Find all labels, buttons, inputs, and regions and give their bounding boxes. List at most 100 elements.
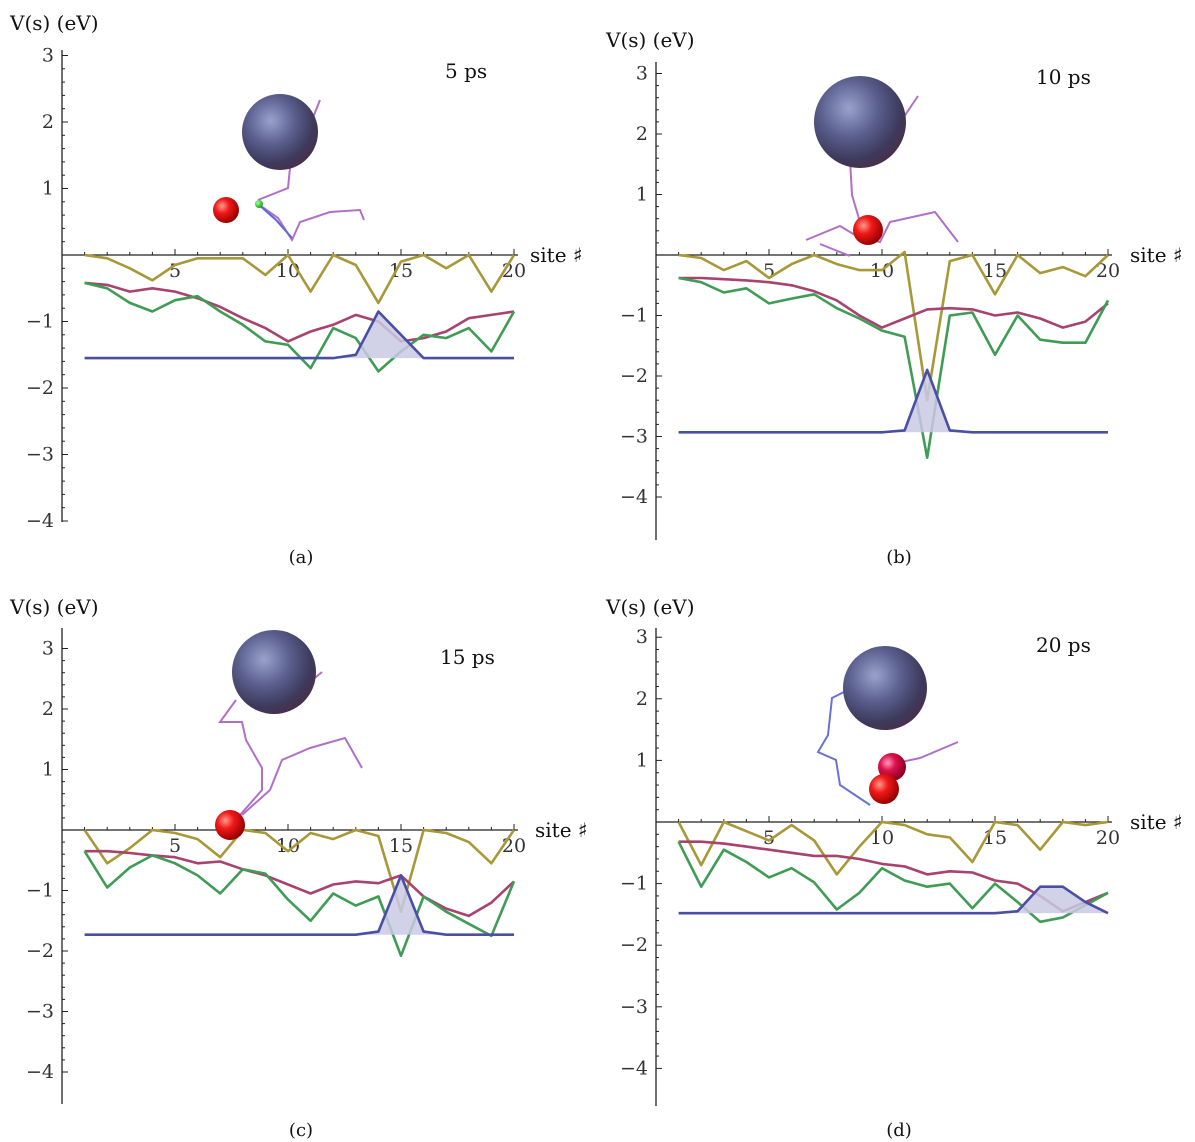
panel-b: 321−1−2−3−45 10 15 20 V(s) (eV)site ♯10 ps(… [605, 28, 1183, 568]
x-tick-label: 20 [1096, 827, 1120, 849]
y-tick-label: 2 [636, 123, 648, 145]
plot-area: 321−1−2−3−45 10 15 20 [26, 628, 526, 1104]
y-tick-label: −4 [620, 486, 648, 508]
time-label: 10 ps [1036, 65, 1091, 89]
panel-c: 3 2 1 −1 −2 −3 −4 5 10 15 20 V(s) (eV) site ♯ 15 ps (… [9, 595, 588, 1141]
density-fill [84, 875, 514, 935]
y-tick-label: −3 [26, 1001, 54, 1023]
x-tick-label: 15 [389, 835, 413, 857]
x-axis-label: site ♯ [1130, 810, 1183, 834]
series-line-2 [84, 281, 515, 343]
panel-d: 321−1−2−3−45 10 15 20 V(s) (eV)site ♯20 ps(… [605, 595, 1183, 1141]
series-line-3 [83, 850, 516, 958]
chain-strand [849, 159, 861, 223]
y-tick-label: −1 [620, 873, 648, 895]
x-tick-label: 20 [502, 835, 526, 857]
y-tick-label: 2 [42, 698, 54, 720]
time-label: 15 ps [440, 645, 495, 669]
y-tick-label: −3 [620, 996, 648, 1018]
molecule-illustration-a [213, 94, 365, 243]
y-tick-label: −2 [26, 940, 54, 962]
y-tick-label: 2 [636, 688, 648, 710]
y-tick-label: 3 [636, 626, 648, 648]
y-tick-label: 1 [42, 759, 54, 781]
y-tick-label: −4 [26, 1061, 54, 1083]
y-tick-label: −2 [620, 934, 648, 956]
y-tick-label: 1 [42, 178, 54, 200]
panel-caption: (b) [886, 547, 912, 568]
y-tick-label: 1 [636, 749, 648, 771]
molecule-illustration-c [215, 630, 363, 840]
series-line-1 [677, 820, 1109, 876]
y-axis-label: V(s) (eV) [9, 595, 99, 619]
molecule-illustration-b [805, 76, 959, 257]
series-line-2 [84, 849, 515, 918]
atom-icon [215, 810, 245, 840]
chain-strand [257, 203, 365, 243]
y-tick-label: −2 [620, 365, 648, 387]
y-tick-label: 2 [42, 111, 54, 133]
series-line-1 [84, 253, 516, 305]
atom-icon [878, 753, 906, 781]
chain-strand [257, 203, 293, 239]
chain-strand [819, 243, 851, 257]
atom-icon [853, 215, 883, 245]
y-tick-label: 3 [636, 63, 648, 85]
y-tick-label: 3 [42, 638, 54, 660]
x-axis-label: site ♯ [535, 818, 588, 842]
density-fill [84, 311, 514, 359]
series-line-4 [84, 310, 514, 360]
molecule-illustration-d [816, 646, 959, 806]
chain-strand [218, 699, 263, 816]
fullerene-icon [232, 630, 316, 714]
y-tick-label: 3 [42, 45, 54, 67]
plot-area: 321−1−2−3−45 10 15 20 [620, 62, 1120, 540]
series-line-3 [84, 281, 516, 373]
y-tick-label: −1 [26, 311, 54, 333]
series-line-3 [678, 276, 1110, 460]
density-fill [678, 369, 1108, 433]
plot-area: 321−1−2−3−45 10 15 20 [620, 626, 1120, 1106]
panel-caption: (a) [289, 547, 314, 568]
chain-strand [805, 210, 959, 244]
y-tick-label: 1 [636, 184, 648, 206]
density-fill [678, 886, 1108, 914]
time-label: 5 ps [445, 59, 487, 83]
x-tick-label: 5 [169, 835, 181, 857]
y-axis-label: V(s) (eV) [605, 595, 695, 619]
y-axis-label: V(s) (eV) [9, 11, 99, 35]
y-tick-label: −4 [620, 1057, 648, 1079]
fullerene-icon [814, 76, 906, 168]
y-tick-label: −4 [26, 510, 54, 532]
x-tick-label: 20 [1096, 260, 1120, 282]
panel-caption: (c) [289, 1120, 313, 1141]
series-line-1 [83, 828, 516, 914]
atom-icon [255, 200, 263, 208]
x-tick-label: 10 [870, 827, 894, 849]
series-line-4 [678, 368, 1108, 434]
x-axis-label: site ♯ [530, 243, 583, 267]
y-axis-label: V(s) (eV) [605, 28, 695, 52]
panel-a: 321−1−2−3−45 10 15 20 V(s) (eV)site ♯5 ps(a… [9, 11, 583, 568]
x-tick-label: 15 [983, 260, 1007, 282]
chain-strand [816, 687, 871, 806]
series-line-2 [678, 276, 1109, 329]
time-label: 20 ps [1036, 633, 1091, 657]
y-tick-label: −2 [26, 377, 54, 399]
panel-caption: (d) [886, 1120, 912, 1141]
y-tick-label: −3 [620, 426, 648, 448]
x-tick-label: 15 [389, 260, 413, 282]
x-axis-label: site ♯ [1130, 243, 1183, 267]
atom-icon [869, 774, 899, 804]
series-line-3 [677, 841, 1109, 924]
fullerene-icon [242, 94, 318, 170]
plot-area: 321−1−2−3−45 10 15 20 [26, 45, 526, 533]
x-tick-label: 5 [763, 827, 775, 849]
x-tick-label: 10 [276, 835, 300, 857]
y-tick-label: −3 [26, 444, 54, 466]
fullerene-icon [843, 646, 927, 730]
series-line-1 [678, 250, 1109, 402]
chain-strand [241, 736, 363, 816]
series-line-4 [678, 885, 1109, 915]
